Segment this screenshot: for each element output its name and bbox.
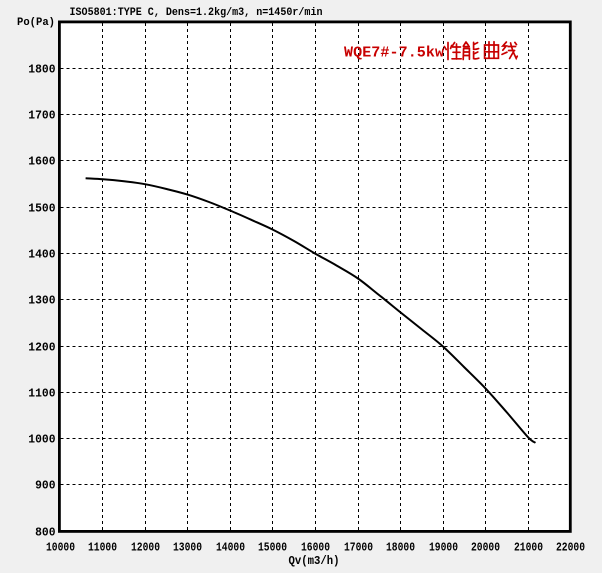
svg-text:10000: 10000 [46,540,75,554]
svg-text:12000: 12000 [131,540,160,554]
svg-text:16000: 16000 [301,540,330,554]
svg-text:14000: 14000 [216,540,245,554]
svg-text:20000: 20000 [471,540,500,554]
svg-text:ISO5801:TYPE C, Dens=1.2kg/m3,: ISO5801:TYPE C, Dens=1.2kg/m3, n=1450r/m… [70,7,323,19]
svg-text:17000: 17000 [344,540,373,554]
svg-text:1200: 1200 [28,341,55,355]
svg-text:11000: 11000 [88,540,117,554]
svg-text:Po(Pa): Po(Pa) [17,17,55,29]
svg-text:1800: 1800 [28,63,55,77]
svg-text:Qv(m3/h): Qv(m3/h) [289,554,340,568]
svg-text:800: 800 [35,526,55,540]
svg-text:1000: 1000 [28,433,55,447]
svg-text:15000: 15000 [258,540,287,554]
svg-text:21000: 21000 [514,540,543,554]
svg-text:18000: 18000 [386,540,415,554]
svg-text:1300: 1300 [28,294,55,308]
svg-text:1500: 1500 [28,202,55,216]
svg-text:1600: 1600 [28,155,55,169]
svg-text:1100: 1100 [28,387,55,401]
svg-text:13000: 13000 [173,540,202,554]
svg-text:22000: 22000 [556,540,585,554]
svg-text:19000: 19000 [429,540,458,554]
svg-text:1700: 1700 [28,109,55,123]
svg-text:WQE7#-7.5kw: WQE7#-7.5kw [344,45,444,62]
svg-text:1400: 1400 [28,248,55,262]
svg-text:900: 900 [35,479,55,493]
